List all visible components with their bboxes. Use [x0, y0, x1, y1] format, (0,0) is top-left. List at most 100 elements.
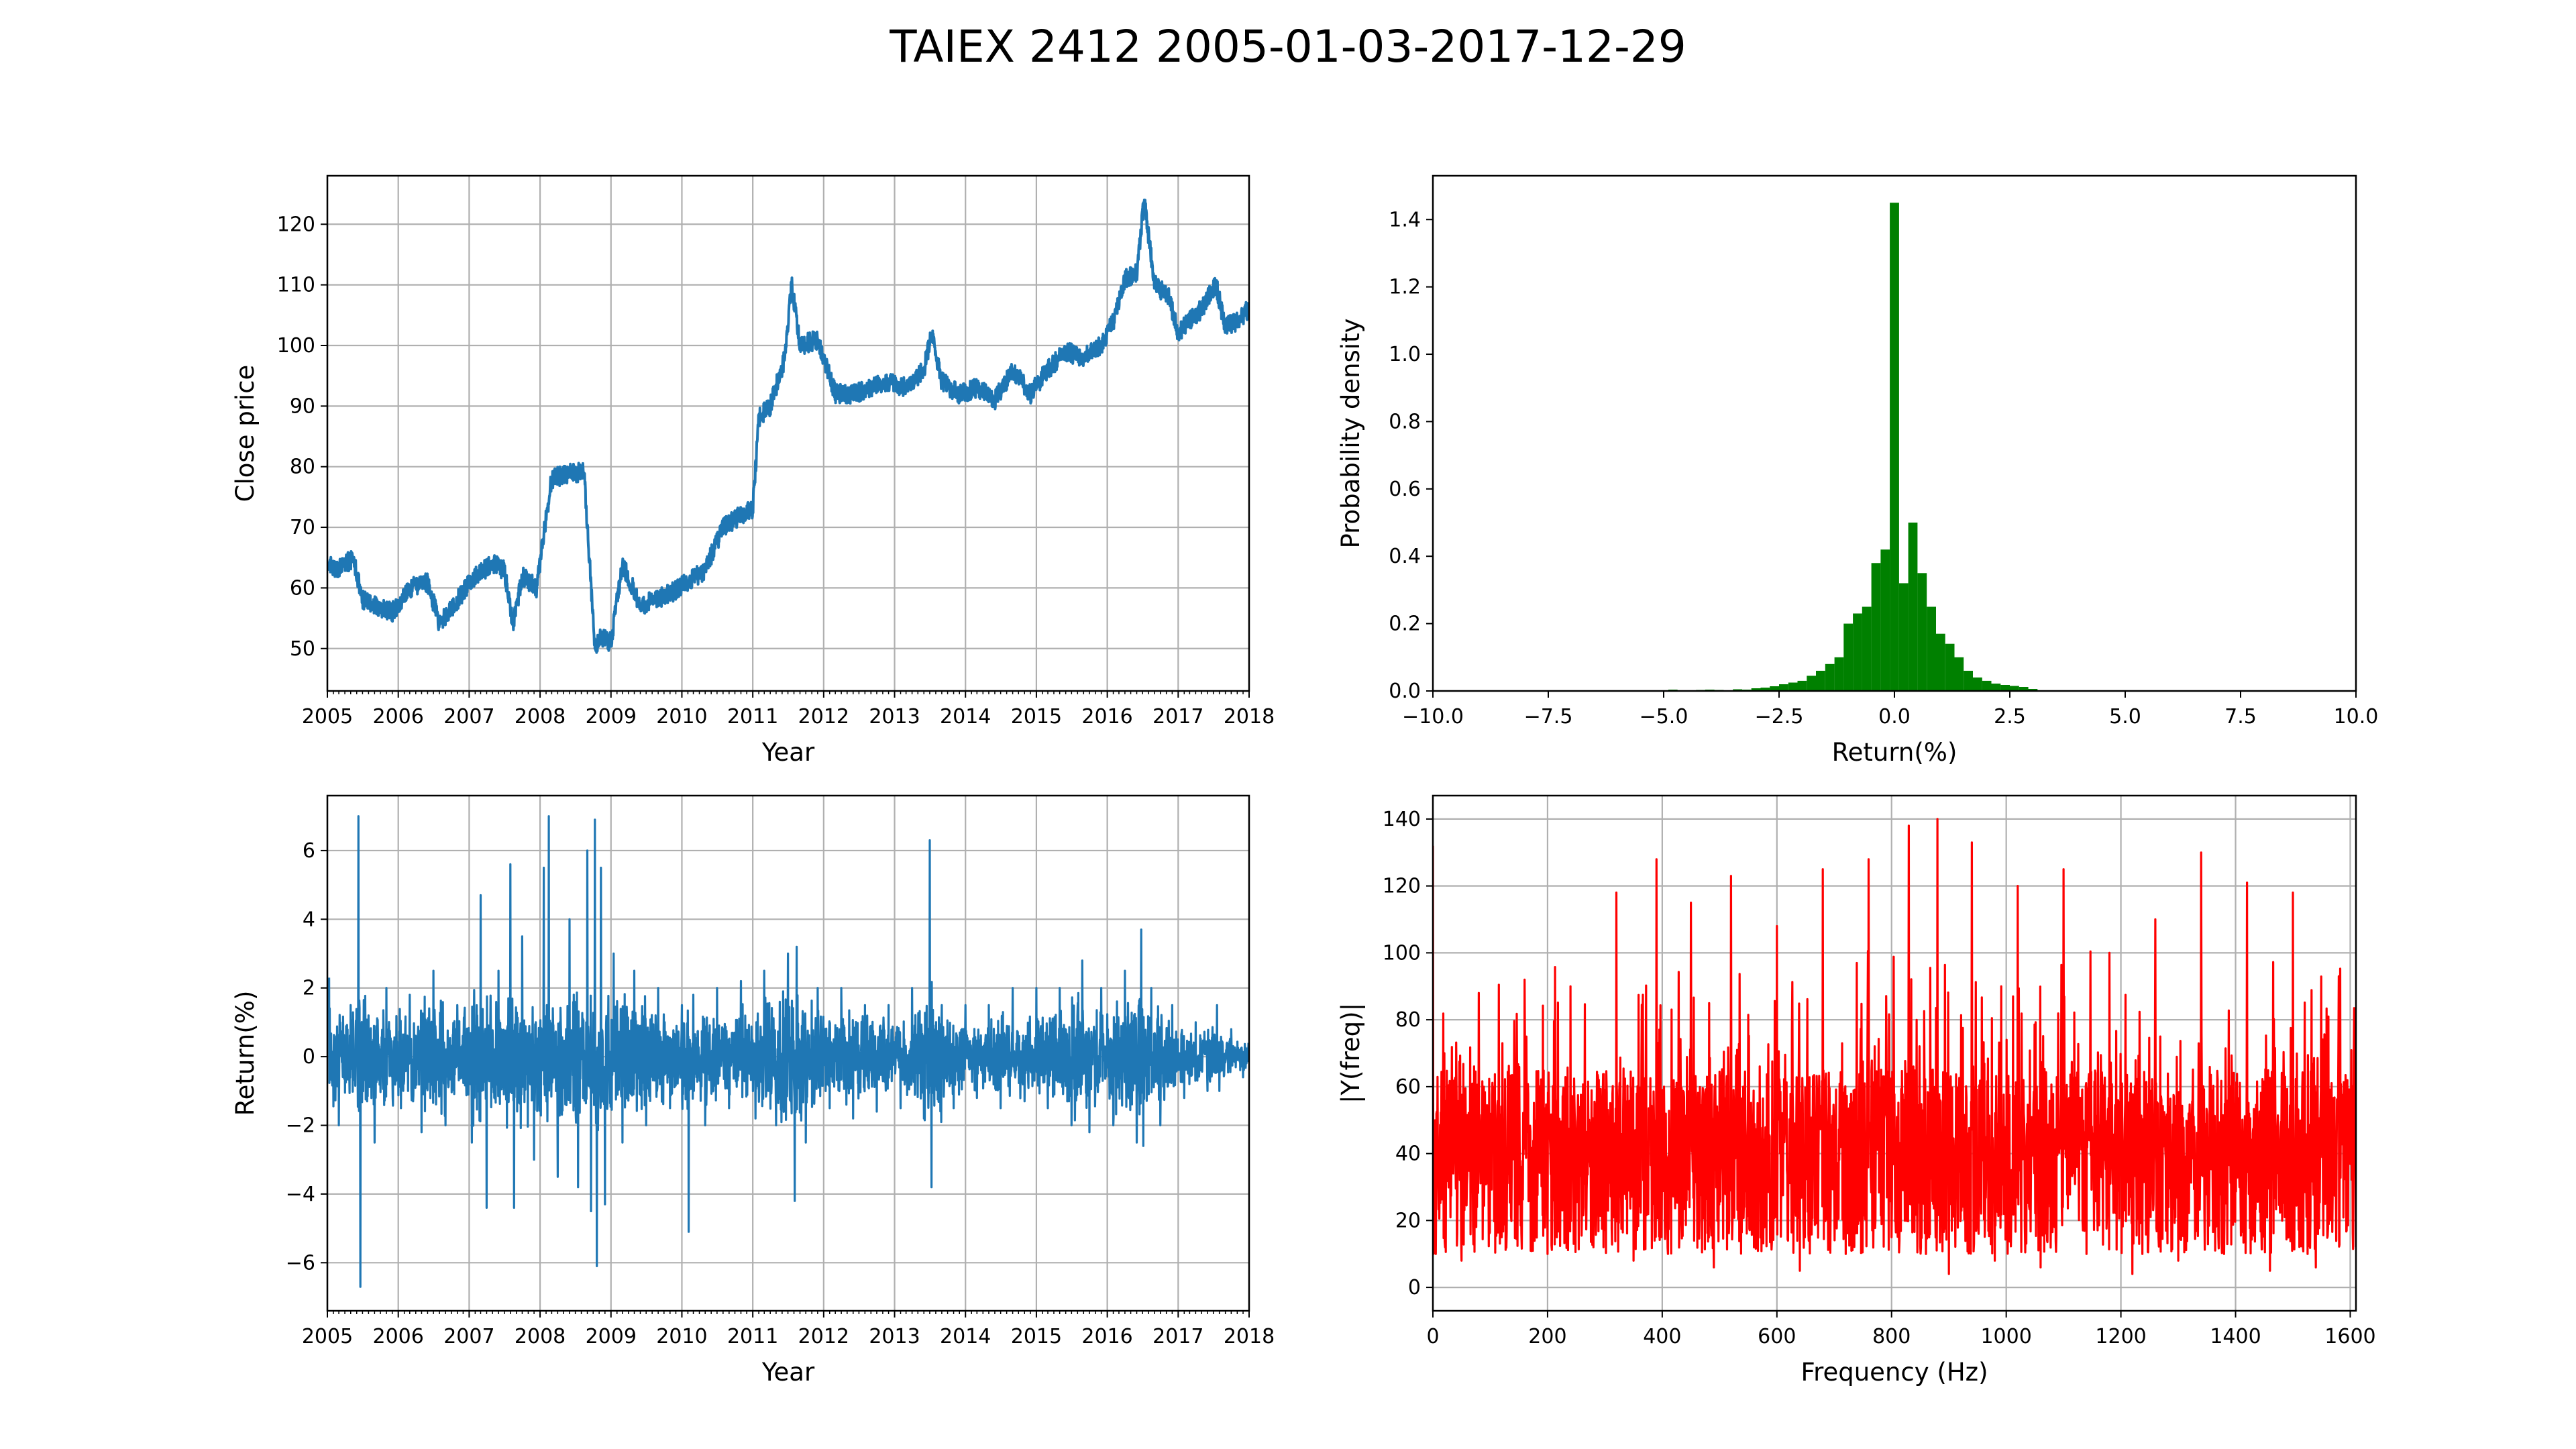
histogram-bar — [2000, 685, 2010, 691]
returns-y-tick-label: 6 — [303, 839, 315, 863]
fft-x-tick-label: 800 — [1872, 1325, 1911, 1348]
returns-x-tick-label: 2007 — [443, 1325, 494, 1348]
fft-y-tick-label: 0 — [1408, 1276, 1421, 1299]
histogram-bar — [1982, 680, 1992, 691]
histogram-x-tick-label: −10.0 — [1402, 705, 1464, 729]
histogram-bar — [1751, 688, 1761, 691]
returns-y-tick-label: −2 — [286, 1114, 315, 1138]
returns-series-line — [328, 815, 1249, 1288]
fft-x-tick-label: 1600 — [2324, 1325, 2375, 1348]
price-x-tick-label: 2012 — [798, 705, 849, 729]
returns-x-tick-label: 2012 — [798, 1325, 849, 1348]
histogram-bar — [1816, 670, 1825, 691]
price-x-tick-label: 2016 — [1081, 705, 1132, 729]
fft-y-tick-label: 60 — [1395, 1075, 1421, 1099]
returns-chart: 2005 2006 2007 2008 2009 2010 2011 2012 2013 2014… — [231, 794, 1275, 1387]
histogram-y-tick-label: 0.4 — [1389, 545, 1421, 568]
histogram-bar — [1954, 657, 1964, 691]
histogram-y-tick-label: 0.0 — [1389, 680, 1421, 703]
fft-chart: 0 200 400 600 800 1000 1200 1400 1600 0 20 40 60 80 10… — [1336, 794, 2376, 1387]
price-x-axis-label: Year — [761, 738, 815, 767]
returns-y-axis-label: Return(%) — [231, 991, 260, 1116]
histogram-x-tick-label: 5.0 — [2109, 705, 2141, 729]
returns-x-tick-label: 2014 — [940, 1325, 991, 1348]
returns-x-tick-label: 2009 — [586, 1325, 637, 1348]
fft-y-tick-label: 20 — [1395, 1209, 1421, 1232]
fft-y-tick-label: 40 — [1395, 1142, 1421, 1166]
histogram-x-tick-label: −2.5 — [1755, 705, 1804, 729]
price-x-tick-label: 2018 — [1224, 705, 1275, 729]
histogram-x-tick-label: −7.5 — [1524, 705, 1573, 729]
histogram-x-tick-label: 2.5 — [1994, 705, 2026, 729]
histogram-x-axis-label: Return(%) — [1832, 738, 1957, 767]
histogram-bar — [1964, 670, 1973, 691]
fft-x-tick-label: 1400 — [2210, 1325, 2261, 1348]
returns-x-axis-label: Year — [761, 1358, 815, 1387]
fft-x-tick-label: 400 — [1643, 1325, 1681, 1348]
histogram-bar — [1898, 583, 1909, 691]
fft-ticks: 0 200 400 600 800 1000 1200 1400 1600 0 20 40 60 80 10… — [1383, 808, 2376, 1348]
histogram-bar — [1779, 684, 1788, 691]
histogram-bar — [1908, 523, 1918, 691]
histogram-bar — [1843, 623, 1854, 691]
histogram-y-tick-label: 1.4 — [1389, 208, 1421, 231]
price-ticks: 2005 2006 2007 2008 2009 2010 2011 2012 2013 2014… — [277, 213, 1275, 729]
returns-x-tick-label: 2013 — [869, 1325, 920, 1348]
histogram-y-axis-label: Probability density — [1336, 318, 1365, 548]
histogram-x-tick-label: 7.5 — [2224, 705, 2257, 729]
price-x-tick-label: 2015 — [1011, 705, 1062, 729]
fft-axes-frame — [1432, 794, 2357, 1312]
returns-y-tick-label: 0 — [303, 1045, 315, 1069]
histogram-y-tick-label: 1.0 — [1389, 343, 1421, 366]
returns-y-tick-label: 2 — [303, 977, 315, 1000]
price-x-tick-label: 2013 — [869, 705, 920, 729]
returns-x-tick-label: 2010 — [656, 1325, 707, 1348]
histogram-y-tick-label: 0.2 — [1389, 612, 1421, 636]
fft-x-tick-label: 0 — [1426, 1325, 1439, 1348]
price-plot-area — [327, 199, 1249, 654]
fft-y-tick-label: 80 — [1395, 1008, 1421, 1032]
histogram-x-tick-label: 10.0 — [2334, 705, 2379, 729]
price-x-tick-label: 2010 — [656, 705, 707, 729]
histogram-plot-area — [1668, 203, 2038, 691]
histogram-bar — [1807, 676, 1817, 691]
histogram-bar — [1825, 663, 1835, 691]
returns-x-tick-label: 2008 — [515, 1325, 566, 1348]
histogram-bar — [1880, 549, 1890, 691]
fft-plot-area — [1433, 818, 2356, 1275]
histogram-y-tick-label: 0.8 — [1389, 410, 1421, 433]
histogram-bar — [1760, 688, 1770, 691]
histogram-bar — [1927, 606, 1936, 691]
fft-y-tick-label: 120 — [1383, 875, 1421, 898]
price-y-tick-label: 60 — [290, 576, 315, 600]
returns-y-tick-label: −4 — [286, 1183, 315, 1206]
returns-x-tick-label: 2005 — [302, 1325, 353, 1348]
fft-y-tick-label: 100 — [1383, 941, 1421, 965]
histogram-bar — [1945, 643, 1955, 691]
fft-series-line — [1433, 818, 2356, 1275]
fft-x-tick-label: 600 — [1758, 1325, 1796, 1348]
histogram-chart: −10.0 −7.5 −5.0 −2.5 0.0 2.5 5.0 7.5 10.0 0.0 0.2 0… — [1336, 174, 2378, 767]
price-x-tick-label: 2005 — [302, 705, 353, 729]
returns-y-tick-label: −6 — [286, 1251, 315, 1275]
fft-y-axis-label: |Y(freq)| — [1336, 1003, 1365, 1104]
histogram-bar — [1770, 686, 1779, 691]
histogram-bar — [1834, 657, 1844, 691]
returns-ticks: 2005 2006 2007 2008 2009 2010 2011 2012 2013 2014… — [286, 839, 1275, 1348]
histogram-bar — [1871, 563, 1881, 691]
histogram-x-tick-label: 0.0 — [1878, 705, 1911, 729]
returns-plot-area — [328, 815, 1249, 1288]
price-x-tick-label: 2017 — [1152, 705, 1203, 729]
histogram-ticks: −10.0 −7.5 −5.0 −2.5 0.0 2.5 5.0 7.5 10.0 0.0 0.2 0… — [1389, 208, 2378, 729]
returns-x-tick-label: 2015 — [1011, 1325, 1062, 1348]
fft-x-axis-label: Frequency (Hz) — [1801, 1358, 1988, 1387]
histogram-bar — [1788, 682, 1798, 691]
price-y-tick-label: 100 — [277, 334, 315, 358]
histogram-bar — [2019, 687, 2029, 691]
returns-y-tick-label: 4 — [303, 908, 315, 931]
price-y-tick-label: 90 — [290, 394, 315, 418]
histogram-bar — [1853, 613, 1862, 691]
price-x-tick-label: 2007 — [443, 705, 494, 729]
histogram-bar — [1991, 684, 2001, 691]
figure-title: TAIEX 2412 2005-01-03-2017-12-29 — [889, 21, 1686, 72]
